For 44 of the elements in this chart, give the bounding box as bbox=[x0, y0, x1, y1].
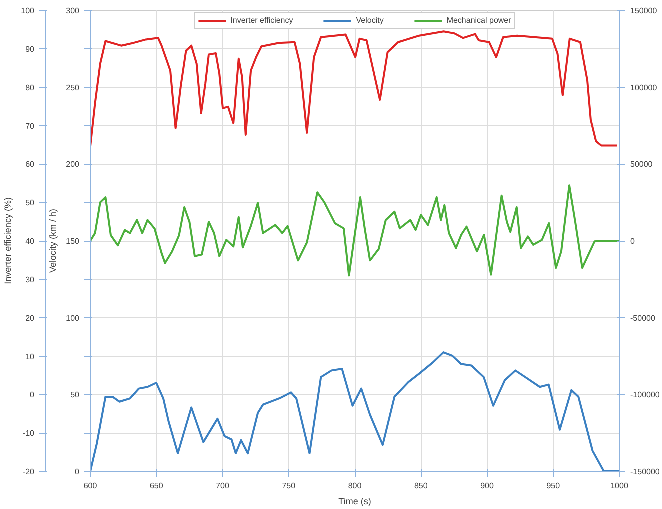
y3-tick-label: -100000 bbox=[630, 390, 660, 400]
x-tick-label: 950 bbox=[546, 482, 561, 490]
line-series bbox=[90, 30, 618, 148]
y3-tick-label: 150000 bbox=[630, 6, 658, 16]
y2-tick-label: 80 bbox=[26, 83, 36, 92]
y2-tick-label: 10 bbox=[26, 352, 36, 362]
x-axis-title: Time (s) bbox=[338, 496, 372, 506]
y2-tick-label: 30 bbox=[26, 275, 36, 284]
y-axis-title: Velocity (km / h) bbox=[48, 208, 58, 274]
x-tick-label: 900 bbox=[480, 482, 494, 490]
y2-axis-title: Inverter efficiency (%) bbox=[3, 198, 14, 284]
y3-tick-label: 0 bbox=[630, 237, 636, 246]
x-tick-label: 850 bbox=[414, 482, 428, 490]
legend-label: Velocity bbox=[356, 16, 384, 25]
y2-tick-label: 90 bbox=[26, 44, 36, 54]
legend-label: Mechanical power bbox=[446, 16, 512, 25]
y2-tick-label: 0 bbox=[30, 390, 36, 400]
y-tick-label: 50 bbox=[70, 390, 80, 400]
y2-tick-label: 100 bbox=[21, 6, 36, 16]
y-tick-label: 0 bbox=[75, 468, 80, 476]
x-tick-label: 600 bbox=[84, 482, 98, 490]
y3-tick-label: 100000 bbox=[630, 83, 658, 92]
x-tick-label: 800 bbox=[348, 482, 362, 490]
line-series bbox=[90, 184, 620, 277]
x-tick-label: 750 bbox=[282, 482, 296, 490]
y2-tick-label: 60 bbox=[26, 160, 36, 170]
x-tick-label: 700 bbox=[216, 482, 230, 490]
y-tick-label: 100 bbox=[66, 314, 80, 323]
y-tick-label: 200 bbox=[66, 160, 80, 170]
y2-tick-label: 20 bbox=[26, 314, 36, 323]
y2-tick-label: 70 bbox=[26, 122, 36, 131]
x-tick-label: 650 bbox=[150, 482, 164, 490]
y3-tick-label: 50000 bbox=[630, 160, 654, 170]
y2-tick-label: 40 bbox=[26, 237, 36, 246]
legend-label: Inverter efficiency bbox=[230, 16, 294, 25]
y3-tick-label: -50000 bbox=[630, 314, 656, 323]
x-tick-label: 1000 bbox=[610, 482, 629, 490]
y2-tick-label: -10 bbox=[22, 429, 36, 438]
y2-tick-label: 50 bbox=[26, 198, 36, 208]
y-tick-label: 150 bbox=[66, 237, 80, 246]
y-tick-label: 250 bbox=[66, 83, 80, 92]
y-tick-label: 300 bbox=[66, 6, 80, 16]
y2-tick-label: -20 bbox=[22, 468, 36, 476]
y3-tick-label: -150000 bbox=[630, 468, 660, 476]
